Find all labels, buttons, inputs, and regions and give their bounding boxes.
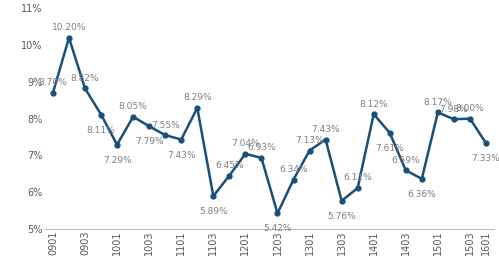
Text: 6.45%: 6.45% <box>215 161 244 170</box>
Text: 8.17%: 8.17% <box>424 98 452 107</box>
Text: 8.29%: 8.29% <box>183 93 212 102</box>
Text: 8.70%: 8.70% <box>38 78 67 87</box>
Text: 5.89%: 5.89% <box>199 207 228 216</box>
Text: 6.93%: 6.93% <box>247 143 276 152</box>
Text: 7.33%: 7.33% <box>472 154 499 163</box>
Text: 6.34%: 6.34% <box>279 165 308 174</box>
Text: 5.42%: 5.42% <box>263 225 292 234</box>
Text: 7.43%: 7.43% <box>311 125 340 134</box>
Text: 7.79%: 7.79% <box>135 137 164 146</box>
Text: 7.98%: 7.98% <box>440 105 468 114</box>
Text: 8.82%: 8.82% <box>71 74 99 83</box>
Text: 6.36%: 6.36% <box>408 190 436 199</box>
Text: 7.43%: 7.43% <box>167 151 196 160</box>
Text: 6.59%: 6.59% <box>391 156 420 165</box>
Text: 7.61%: 7.61% <box>375 144 404 153</box>
Text: 8.11%: 8.11% <box>87 126 115 135</box>
Text: 8.12%: 8.12% <box>359 100 388 109</box>
Text: 6.11%: 6.11% <box>343 174 372 182</box>
Text: 7.29%: 7.29% <box>103 156 131 165</box>
Text: 7.04%: 7.04% <box>231 139 259 148</box>
Text: 10.20%: 10.20% <box>52 23 86 32</box>
Text: 7.13%: 7.13% <box>295 136 324 145</box>
Text: 7.55%: 7.55% <box>151 121 180 129</box>
Text: 8.05%: 8.05% <box>119 102 148 111</box>
Text: 8.00%: 8.00% <box>456 104 485 113</box>
Text: 5.76%: 5.76% <box>327 212 356 221</box>
